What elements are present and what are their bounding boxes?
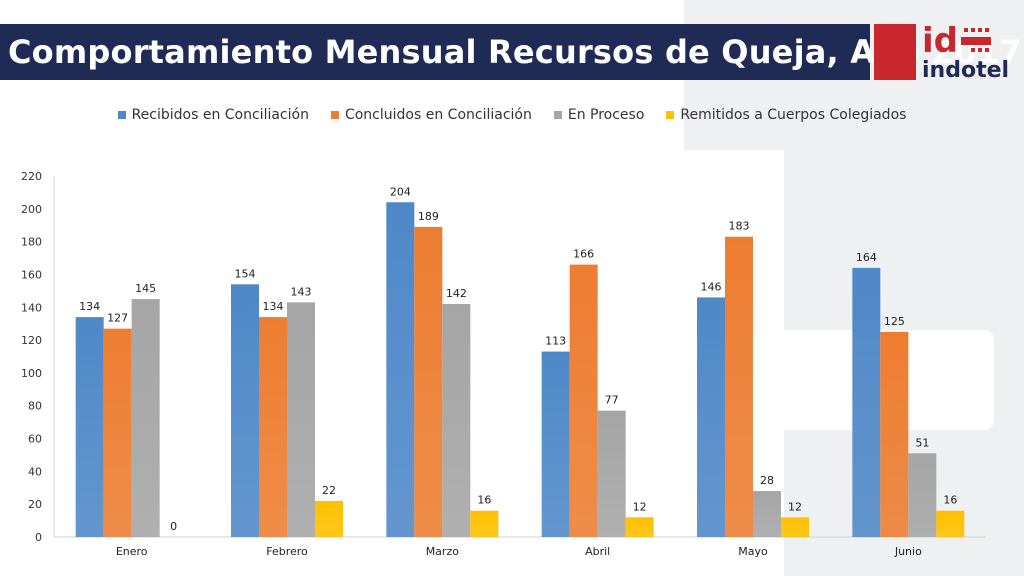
logo-mark-text: id (922, 21, 958, 61)
bar (131, 299, 160, 537)
bar (569, 264, 598, 537)
x-tick-label: Junio (894, 545, 922, 558)
data-label: 77 (605, 394, 619, 407)
data-label: 127 (107, 312, 128, 325)
bar (315, 500, 343, 537)
data-label: 166 (573, 248, 594, 261)
legend-swatch (553, 111, 562, 119)
bar (908, 453, 937, 537)
y-tick-label: 0 (35, 531, 42, 544)
page-title: Comportamiento Mensual Recursos de Queja… (8, 33, 1022, 71)
data-label: 142 (446, 287, 467, 300)
bar (541, 351, 570, 537)
bar (936, 510, 965, 537)
legend-swatch (330, 111, 339, 119)
bar (753, 491, 781, 537)
y-tick-label: 140 (21, 301, 42, 314)
y-tick-label: 220 (21, 170, 42, 183)
legend-label: Recibidos en Conciliación (131, 107, 309, 123)
data-label: 145 (135, 282, 156, 295)
data-label: 125 (884, 315, 905, 328)
data-label: 134 (79, 300, 100, 313)
legend-swatch (666, 111, 675, 119)
data-label: 22 (322, 484, 336, 497)
x-tick-label: Mayo (738, 545, 768, 558)
bar (625, 517, 654, 537)
bar (287, 302, 315, 537)
bar (103, 328, 132, 537)
data-label: 16 (943, 494, 957, 507)
logo-wordmark: indotel (922, 58, 1010, 83)
bar (386, 202, 415, 537)
legend-swatch (117, 111, 126, 119)
bar (697, 297, 725, 537)
y-tick-label: 100 (21, 367, 42, 380)
bar (442, 303, 471, 537)
x-tick-label: Enero (116, 545, 148, 558)
x-tick-label: Marzo (426, 545, 460, 558)
title-bar: Comportamiento Mensual Recursos de Queja… (0, 24, 1022, 80)
logo-keypad-icon (961, 28, 991, 52)
data-label: 143 (291, 285, 312, 298)
y-tick-label: 80 (28, 400, 42, 413)
data-label: 204 (390, 185, 411, 198)
bar (852, 267, 881, 537)
y-tick-label: 160 (21, 268, 42, 281)
x-tick-label: Febrero (266, 545, 308, 558)
data-label: 113 (545, 335, 566, 348)
bar (259, 317, 287, 537)
y-tick-label: 200 (21, 203, 42, 216)
data-label: 154 (235, 267, 256, 280)
bar (231, 284, 259, 537)
data-label: 16 (477, 494, 491, 507)
data-label: 134 (263, 300, 284, 313)
data-label: 12 (788, 500, 802, 513)
data-label: 51 (915, 436, 929, 449)
legend-label: Remitidos a Cuerpos Colegiados (680, 107, 907, 123)
bar (75, 317, 104, 537)
data-label: 183 (729, 220, 750, 233)
legend-item-recibidos: Recibidos en Conciliación (117, 104, 309, 126)
y-tick-label: 40 (28, 465, 42, 478)
bar (781, 517, 809, 537)
bar (470, 510, 499, 537)
data-label: 146 (701, 280, 722, 293)
chart-legend: Recibidos en Conciliación Concluidos en … (0, 104, 1024, 126)
logo-red-block (874, 24, 916, 80)
bar (597, 410, 626, 537)
data-label: 0 (170, 520, 177, 533)
bar (880, 331, 909, 537)
data-label: 164 (856, 251, 877, 264)
y-tick-label: 20 (28, 498, 42, 511)
y-tick-label: 180 (21, 236, 42, 249)
data-label: 12 (633, 500, 647, 513)
bar (725, 236, 753, 538)
legend-item-remitidos: Remitidos a Cuerpos Colegiados (666, 104, 906, 126)
y-tick-label: 60 (28, 433, 42, 446)
y-tick-label: 120 (21, 334, 42, 347)
legend-label: En Proceso (567, 107, 645, 123)
x-tick-label: Abril (585, 545, 610, 558)
legend-item-concluidos: Concluidos en Conciliación (330, 104, 532, 126)
indotel-logo: id indotel (922, 21, 1009, 84)
bar (414, 226, 443, 538)
data-label: 189 (418, 210, 439, 223)
legend-item-en-proceso: En Proceso (553, 104, 645, 126)
data-label: 28 (760, 474, 774, 487)
legend-label: Concluidos en Conciliación (344, 107, 532, 123)
